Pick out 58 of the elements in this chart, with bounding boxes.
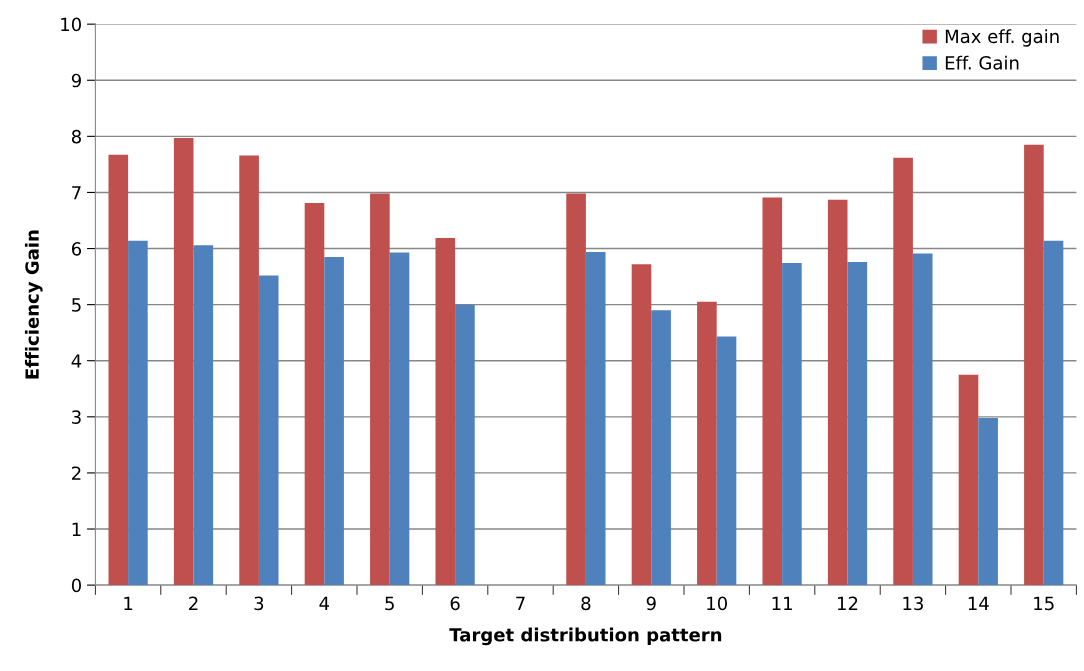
bar: [651, 310, 671, 586]
bar: [389, 252, 410, 586]
bar: [585, 251, 606, 586]
bar: [762, 197, 783, 586]
bar: [697, 301, 717, 586]
bar: [782, 263, 802, 586]
y-tick-label: 6: [71, 242, 82, 256]
x-tick-label: 8: [581, 596, 591, 611]
bar: [978, 417, 998, 586]
y-tick-label: 4: [71, 354, 82, 368]
bar: [455, 304, 475, 586]
x-tick-label: 7: [516, 596, 525, 610]
x-tick-label: 14: [968, 596, 989, 610]
y-tick-label: 9: [71, 73, 81, 88]
bar: [193, 245, 214, 586]
x-tick-label: 9: [646, 596, 656, 611]
bar: [304, 203, 325, 586]
y-tick-label: 3: [72, 410, 81, 424]
x-axis-title: Target distribution pattern: [449, 627, 722, 646]
bar: [631, 264, 652, 586]
legend-label: Max eff. gain: [945, 29, 1059, 47]
y-tick-label: 0: [71, 578, 81, 593]
bar: [1043, 240, 1064, 586]
bar: [128, 240, 148, 586]
x-tick-label: 5: [385, 596, 394, 611]
bar: [912, 253, 933, 586]
bar: [958, 374, 979, 586]
y-tick-label: 7: [72, 186, 81, 200]
x-tick-label: 3: [254, 596, 264, 611]
x-tick-label: 11: [772, 596, 792, 610]
bar: [716, 336, 737, 586]
y-tick-label: 8: [71, 129, 81, 144]
bar: [108, 154, 129, 586]
bar: [370, 193, 390, 586]
bar: [324, 256, 344, 586]
bar: [893, 157, 913, 586]
legend-label: Eff. Gain: [945, 55, 1019, 70]
x-tick-label: 6: [450, 596, 460, 611]
bar: [827, 199, 848, 586]
x-tick-label: 2: [189, 596, 198, 610]
y-tick-label: 5: [72, 298, 81, 312]
y-tick-label: 10: [61, 17, 81, 32]
bar: [239, 155, 259, 586]
x-tick-label: 13: [903, 596, 923, 611]
bar: [1024, 144, 1044, 586]
bar: [173, 138, 194, 586]
bar: [258, 275, 279, 586]
bar: [566, 193, 586, 586]
x-tick-label: 15: [1034, 596, 1054, 611]
x-tick-label: 12: [838, 596, 858, 610]
bar: [847, 262, 868, 586]
y-tick-label: 1: [72, 522, 81, 536]
y-tick-label: 2: [72, 466, 81, 480]
x-tick-label: 1: [124, 596, 133, 610]
bar: [435, 237, 456, 586]
x-tick-label: 10: [707, 596, 727, 611]
x-tick-label: 4: [319, 596, 330, 610]
y-axis-title: Efficiency Gain: [24, 230, 43, 379]
